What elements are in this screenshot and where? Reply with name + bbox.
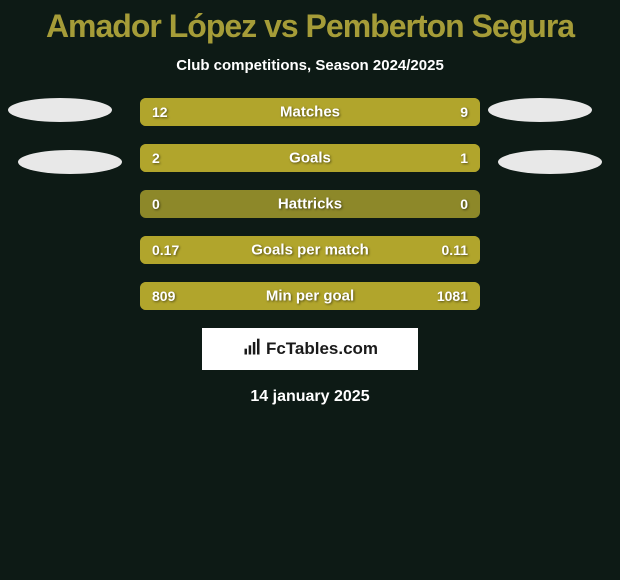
stat-value-left: 2 <box>152 150 160 166</box>
stat-value-left: 809 <box>152 288 175 304</box>
player-avatar-ellipse <box>498 150 602 174</box>
stat-row: 2 1 Goals <box>140 144 480 172</box>
stat-label: Goals per match <box>251 242 369 259</box>
stat-bar-left <box>140 144 368 172</box>
stat-value-right: 0.11 <box>442 242 468 258</box>
stat-value-left: 0 <box>152 196 160 212</box>
stat-row: 809 1081 Min per goal <box>140 282 480 310</box>
stat-row: 0.17 0.11 Goals per match <box>140 236 480 264</box>
stat-label: Min per goal <box>266 288 354 305</box>
stat-value-right: 9 <box>460 104 468 120</box>
stat-bar-right <box>334 98 480 126</box>
player-avatar-ellipse <box>18 150 122 174</box>
comparison-chart: 12 9 Matches 2 1 Goals 0 0 Hattricks 0.17 0.11 Goal… <box>0 98 620 310</box>
stat-value-right: 1 <box>460 150 468 166</box>
stat-value-left: 12 <box>152 104 168 120</box>
stat-label: Hattricks <box>278 196 342 213</box>
player-avatar-ellipse <box>8 98 112 122</box>
stat-row: 12 9 Matches <box>140 98 480 126</box>
logo-text: FcTables.com <box>266 339 378 359</box>
stat-value-right: 0 <box>460 196 468 212</box>
stat-label: Goals <box>289 150 331 167</box>
subtitle: Club competitions, Season 2024/2025 <box>0 57 620 74</box>
stat-value-right: 1081 <box>437 288 468 304</box>
stat-value-left: 0.17 <box>152 242 179 258</box>
fctables-logo: FcTables.com <box>202 328 418 370</box>
page-title: Amador López vs Pemberton Segura <box>0 0 620 45</box>
bar-chart-icon <box>242 337 262 362</box>
stat-label: Matches <box>280 104 340 121</box>
player-avatar-ellipse <box>488 98 592 122</box>
date-label: 14 january 2025 <box>0 388 620 406</box>
stat-row: 0 0 Hattricks <box>140 190 480 218</box>
